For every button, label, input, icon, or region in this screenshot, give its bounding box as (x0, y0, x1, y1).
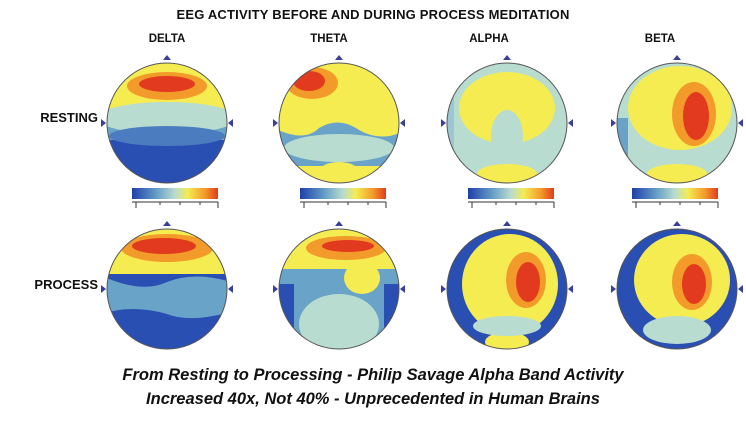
brain-map-beta-process (602, 214, 746, 364)
color-scale-theta (300, 188, 387, 208)
caption-line-2: Increased 40x, Not 40% - Unprecedented i… (146, 390, 600, 408)
caption-line-1: From Resting to Processing - Philip Sava… (122, 366, 624, 384)
figure-title: EEG ACTIVITY BEFORE AND DURING PROCESS M… (176, 7, 570, 22)
brain-map-delta-process (92, 214, 242, 364)
band-label-beta: BETA (644, 33, 676, 45)
color-scale-delta (132, 188, 219, 208)
row-label-resting: RESTING (40, 110, 98, 125)
brain-map-alpha-process (432, 214, 582, 364)
band-label-alpha: ALPHA (469, 33, 509, 45)
band-label-delta: DELTA (148, 33, 186, 45)
brain-map-beta-resting (602, 48, 746, 198)
brain-map-alpha-resting (432, 48, 582, 198)
band-label-theta: THETA (310, 33, 348, 45)
color-scale-alpha (468, 188, 555, 208)
brain-map-theta-process (264, 214, 414, 364)
row-label-process: PROCESS (34, 277, 98, 292)
brain-map-theta-resting (264, 48, 414, 198)
brain-map-delta-resting (92, 48, 242, 198)
color-scale-beta (632, 188, 719, 208)
